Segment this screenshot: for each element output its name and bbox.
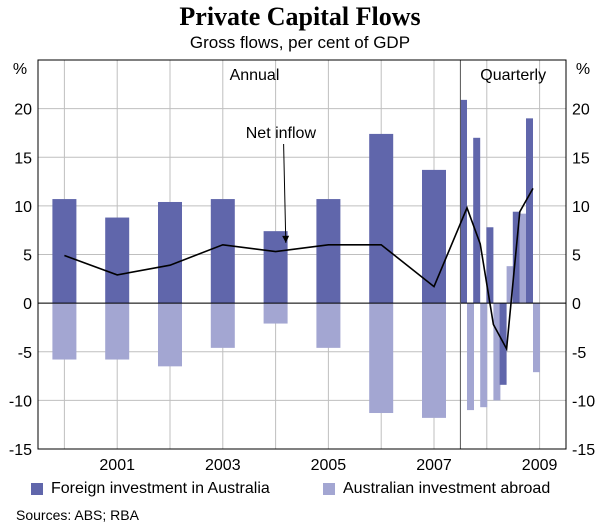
y-tick-label-right: 0 bbox=[572, 296, 581, 313]
bar-australian-quarterly bbox=[480, 303, 488, 408]
y-tick-label-left: -5 bbox=[18, 345, 32, 362]
legend-swatch-australian bbox=[323, 483, 335, 495]
source-note: Sources: ABS; RBA bbox=[16, 507, 139, 523]
bar-foreign-quarterly bbox=[486, 227, 494, 304]
y-tick-label-left: -10 bbox=[9, 393, 32, 410]
bar-australian-annual bbox=[422, 303, 446, 418]
legend-swatch-foreign bbox=[31, 483, 43, 495]
annotation-arrow-head bbox=[282, 235, 290, 243]
plot-border bbox=[37, 59, 567, 450]
y-tick-label-left: 10 bbox=[14, 199, 32, 216]
annotation-net-inflow: Net inflow bbox=[246, 125, 317, 142]
bar-foreign-annual bbox=[210, 199, 235, 304]
bar-foreign-quarterly bbox=[512, 211, 520, 304]
bar-foreign-annual bbox=[52, 199, 77, 304]
bar-australian-quarterly bbox=[506, 266, 514, 304]
legend-item-foreign: Foreign investment in Australia bbox=[31, 480, 270, 498]
x-tick-label: 2003 bbox=[205, 457, 241, 474]
section-label-quarterly: Quarterly bbox=[480, 67, 546, 84]
y-unit-right: % bbox=[576, 61, 590, 78]
chart-subtitle: Gross flows, per cent of GDP bbox=[189, 33, 411, 52]
bar-foreign-annual bbox=[105, 217, 130, 304]
annotation-arrow-line bbox=[283, 143, 287, 243]
y-tick-label-right: -15 bbox=[572, 442, 595, 459]
bar-foreign-annual bbox=[316, 199, 341, 304]
y-tick-label-left: 15 bbox=[14, 150, 32, 167]
bar-foreign-quarterly bbox=[473, 137, 481, 304]
y-tick-label-right: -10 bbox=[572, 393, 595, 410]
y-tick-label-right: 15 bbox=[572, 150, 590, 167]
y-tick-label-right: 10 bbox=[572, 199, 590, 216]
chart-title: Private Capital Flows bbox=[179, 2, 421, 31]
bar-australian-annual bbox=[105, 303, 130, 360]
bar-australian-annual bbox=[158, 303, 182, 367]
y-tick-label-right: 20 bbox=[572, 102, 590, 119]
x-tick-label: 2007 bbox=[416, 457, 452, 474]
net-inflow-line bbox=[64, 187, 534, 352]
bar-australian-annual bbox=[52, 303, 77, 360]
bar-australian-annual bbox=[316, 303, 341, 348]
y-tick-label-left: 20 bbox=[14, 102, 32, 119]
bar-australian-quarterly bbox=[519, 213, 527, 304]
legend-label-australian: Australian investment abroad bbox=[343, 480, 551, 497]
bar-foreign-annual bbox=[369, 133, 394, 304]
y-unit-left: % bbox=[13, 61, 27, 78]
bar-australian-quarterly bbox=[493, 303, 501, 401]
bar-foreign-quarterly bbox=[460, 99, 467, 304]
x-tick-label: 2005 bbox=[311, 457, 347, 474]
bar-foreign-quarterly bbox=[526, 118, 533, 304]
bar-foreign-annual bbox=[422, 169, 446, 304]
bar-australian-annual bbox=[263, 303, 288, 324]
bar-australian-quarterly bbox=[467, 303, 474, 411]
bar-foreign-annual bbox=[263, 231, 288, 304]
y-tick-label-left: 0 bbox=[23, 296, 32, 313]
bar-foreign-annual bbox=[158, 201, 182, 304]
x-tick-label: 2009 bbox=[522, 457, 558, 474]
bar-australian-annual bbox=[369, 303, 394, 414]
y-tick-label-right: 5 bbox=[572, 248, 581, 265]
y-tick-label-left: 5 bbox=[23, 248, 32, 265]
x-tick-label: 2001 bbox=[99, 457, 135, 474]
bar-australian-annual bbox=[210, 303, 235, 348]
section-label-annual: Annual bbox=[230, 67, 280, 84]
legend-label-foreign: Foreign investment in Australia bbox=[51, 480, 270, 497]
y-tick-label-right: -5 bbox=[572, 345, 586, 362]
legend-item-australian: Australian investment abroad bbox=[323, 480, 550, 498]
bar-australian-quarterly bbox=[533, 303, 540, 373]
y-tick-label-left: -15 bbox=[9, 442, 32, 459]
